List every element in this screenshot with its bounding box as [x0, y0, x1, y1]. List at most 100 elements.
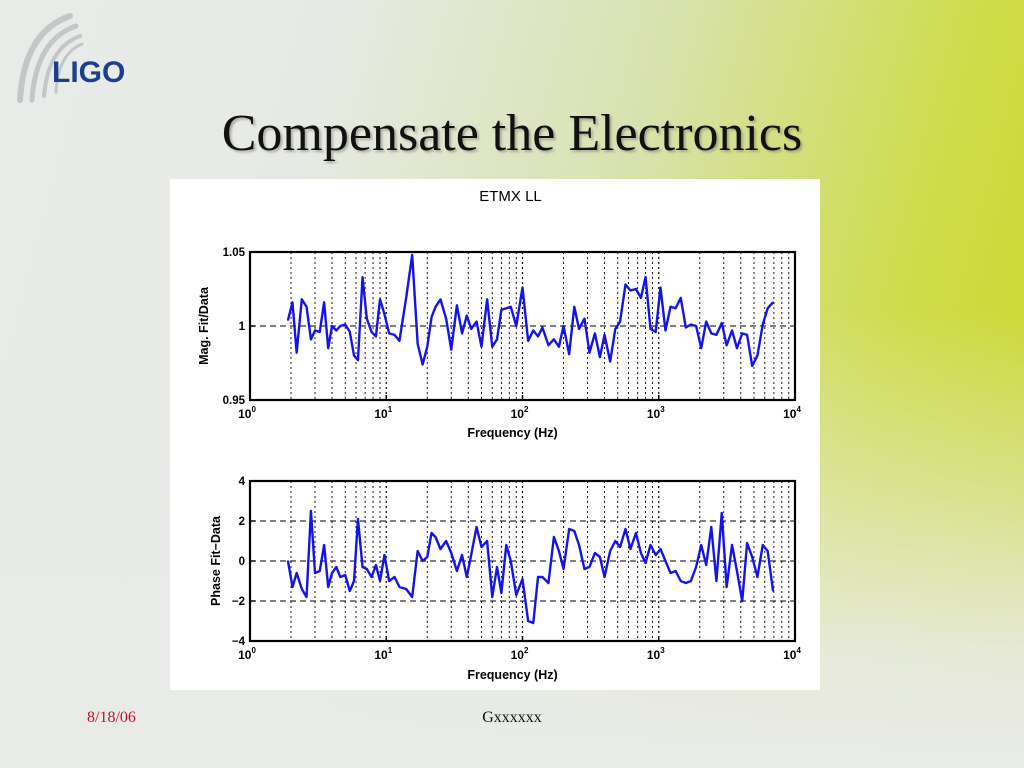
- data-point: [629, 289, 632, 292]
- data-point: [751, 556, 753, 558]
- data-point: [491, 345, 494, 348]
- data-point: [383, 313, 386, 315]
- x-tick-exponent: 3: [660, 405, 665, 414]
- data-point: [366, 568, 368, 570]
- data-point: [599, 356, 601, 358]
- data-point: [562, 568, 565, 570]
- data-point: [331, 572, 333, 574]
- data-point: [619, 320, 621, 323]
- data-point: [635, 288, 637, 290]
- series-line: [286, 509, 775, 625]
- x-tick-exponent: 4: [796, 646, 801, 655]
- data-point: [629, 548, 632, 550]
- figure-panel: 100 101 102 103 104 0.95 1 1.05 ETMX LL Frequency…: [170, 179, 820, 690]
- data-point: [751, 365, 753, 367]
- series-points: [287, 254, 774, 367]
- data-point: [421, 560, 424, 562]
- data-point: [375, 335, 377, 338]
- data-point: [470, 554, 472, 556]
- data-point: [766, 550, 769, 552]
- data-point: [741, 600, 744, 602]
- chart-grid: [250, 481, 795, 641]
- data-point: [669, 305, 672, 308]
- data-point: [746, 334, 748, 336]
- data-point: [339, 576, 342, 578]
- data-point: [562, 325, 565, 327]
- data-point: [710, 526, 713, 528]
- data-point: [496, 338, 498, 341]
- data-point: [715, 334, 718, 336]
- y-axis-label: Phase Fit−Data: [209, 515, 223, 606]
- data-point: [509, 560, 512, 562]
- data-point: [705, 320, 708, 323]
- data-point: [456, 304, 458, 307]
- data-point: [609, 550, 611, 552]
- data-point: [331, 325, 333, 327]
- y-tick-label: 0.95: [223, 395, 246, 407]
- data-point: [496, 566, 498, 568]
- data-point: [715, 580, 718, 582]
- x-tick-label: 103: [647, 405, 665, 421]
- data-point: [475, 526, 478, 528]
- data-point: [594, 332, 596, 335]
- data-point: [295, 572, 298, 574]
- logo-text: LIGO: [52, 56, 126, 89]
- data-point: [475, 320, 478, 323]
- data-point: [310, 510, 312, 512]
- data-point: [465, 576, 468, 578]
- data-point: [421, 363, 424, 366]
- x-tick-exponent: 1: [388, 646, 393, 655]
- data-point: [674, 307, 677, 310]
- data-point: [305, 596, 308, 598]
- data-point: [439, 298, 442, 301]
- data-point: [588, 351, 591, 354]
- footer-document-id: Gxxxxxx: [482, 709, 542, 726]
- series-points: [287, 510, 774, 624]
- data-point: [725, 586, 728, 588]
- data-point: [426, 556, 429, 558]
- data-point: [480, 345, 483, 348]
- data-point: [287, 319, 289, 321]
- data-point: [614, 328, 617, 330]
- data-point: [327, 586, 330, 588]
- data-point: [388, 580, 390, 582]
- data-point: [379, 580, 381, 582]
- data-point: [465, 314, 468, 317]
- data-point: [405, 297, 407, 299]
- data-point: [532, 622, 535, 624]
- data-point: [486, 298, 488, 301]
- y-tick-label: −4: [232, 636, 246, 648]
- data-point: [720, 322, 723, 324]
- x-tick-label: 102: [511, 405, 529, 421]
- data-point: [537, 576, 539, 578]
- data-point: [357, 359, 359, 361]
- data-point: [659, 548, 662, 550]
- data-point: [547, 582, 550, 584]
- data-point: [568, 528, 570, 530]
- x-tick-exponent: 0: [251, 646, 256, 655]
- x-tick-exponent: 2: [524, 646, 529, 655]
- y-tick-label: 1: [239, 321, 246, 333]
- data-point: [301, 298, 303, 301]
- logo-arcs-icon: [17, 13, 84, 103]
- footer-date: 8/18/06: [87, 709, 136, 726]
- data-point: [640, 552, 642, 554]
- data-point: [568, 353, 570, 355]
- data-point: [291, 586, 294, 588]
- data-point: [537, 335, 539, 338]
- data-point: [411, 596, 413, 598]
- y-axis-label: Mag. Fit/Data: [197, 286, 211, 365]
- data-point: [361, 276, 364, 278]
- data-point: [624, 283, 627, 286]
- data-point: [609, 360, 611, 363]
- data-point: [405, 588, 407, 590]
- x-tick-exponent: 2: [524, 405, 529, 414]
- data-point: [731, 329, 733, 332]
- data-point: [583, 568, 586, 570]
- y-tick-label: 2: [239, 516, 245, 528]
- data-point: [370, 331, 373, 333]
- data-point: [731, 544, 733, 546]
- data-point: [353, 580, 355, 582]
- data-point: [470, 328, 472, 330]
